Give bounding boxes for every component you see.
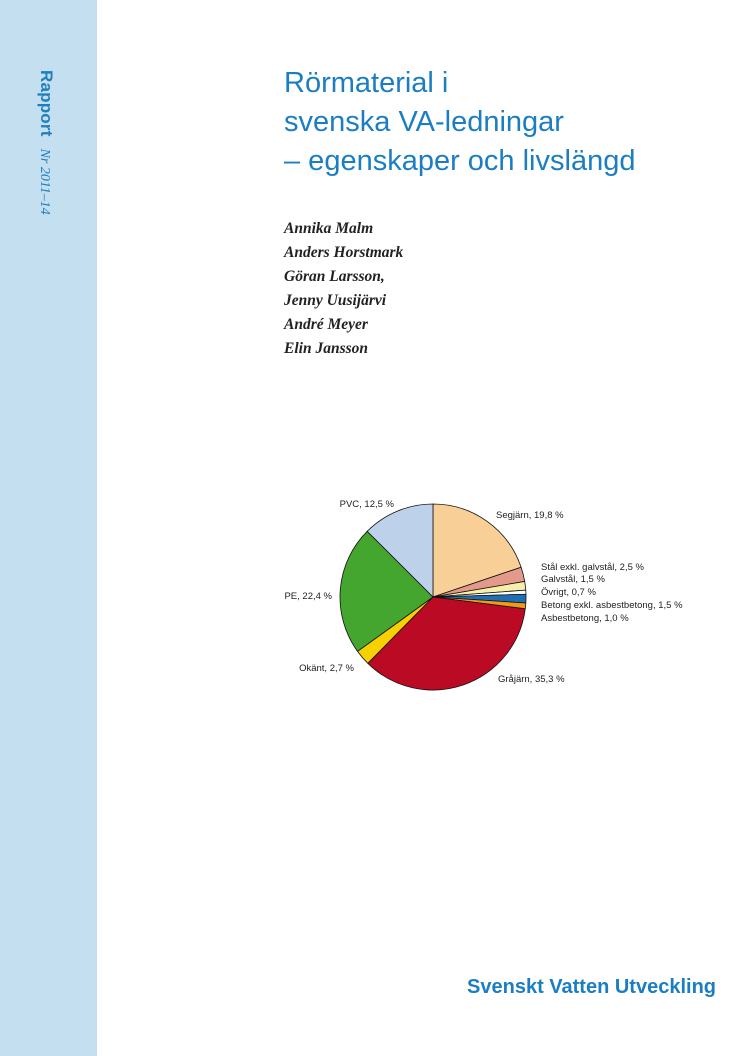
pie-slice — [339, 530, 434, 652]
pie-slice-label: Segjärn, 19,8 % — [496, 510, 564, 521]
title-line-1: Rörmaterial i — [284, 67, 449, 99]
pie-slice-label: Betong exkl. asbestbetong, 1,5 % — [541, 600, 683, 611]
pie-slice — [366, 503, 434, 598]
author-name: André Meyer — [284, 316, 368, 333]
author-name: Annika Malm — [284, 220, 374, 237]
pie-slice-label: Gråjärn, 35,3 % — [498, 674, 565, 685]
publisher-name: Svenskt Vatten Utveckling — [467, 976, 716, 998]
pie-chart-svg: Segjärn, 19,8 % Stål exkl. galvstål, 2,5 … — [284, 499, 683, 691]
series-name: Rapport — [37, 70, 56, 137]
author-list: Annika Malm Anders Horstmark Göran Larss… — [284, 217, 403, 361]
author-name: Göran Larsson, — [284, 268, 385, 285]
series-label: Rapport Nr 2011–14 — [36, 70, 56, 215]
pie-slice-label: Galvstål, 1,5 % — [541, 574, 605, 585]
author-name: Anders Horstmark — [284, 244, 404, 261]
pie-slice-label: Okänt, 2,7 % — [299, 663, 354, 674]
pie-slice — [432, 503, 522, 598]
report-title: Rörmaterial i svenska VA-ledningar – ege… — [284, 64, 635, 181]
title-line-2: svenska VA-ledningar — [284, 106, 564, 138]
sidebar-band — [0, 0, 97, 1056]
pie-slice-label: PVC, 12,5 % — [340, 499, 395, 510]
pie-slice — [367, 596, 526, 691]
title-line-3: – egenskaper och livslängd — [284, 145, 636, 177]
report-number: Nr 2011–14 — [37, 148, 52, 215]
pie-slice-label: Stål exkl. galvstål, 2,5 % — [541, 562, 645, 573]
author-name: Elin Jansson — [284, 340, 369, 357]
pie-slice-label: Asbestbetong, 1,0 % — [541, 613, 629, 624]
pie-slice-label: PE, 22,4 % — [284, 591, 332, 602]
pipe-material-pie-chart: Segjärn, 19,8 % Stål exkl. galvstål, 2,5 … — [260, 480, 730, 710]
pie-slice-label: Övrigt, 0,7 % — [541, 587, 596, 598]
author-name: Jenny Uusijärvi — [284, 292, 387, 309]
